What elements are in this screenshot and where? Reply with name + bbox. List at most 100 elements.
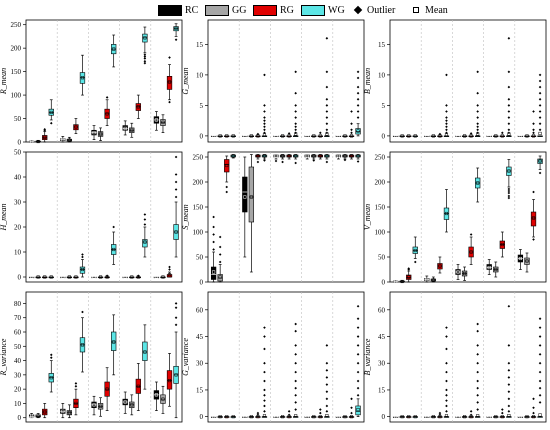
panel-6-group-1-gg-mean-marker [400,279,404,284]
panel-9-group-5-wg-outlier [538,393,542,397]
legend-item-rg: RG [253,4,294,16]
panel-2-group-5-wg-mean-marker [356,129,360,133]
panel-7-ytick-label: 80 [14,300,22,308]
panel-4-group-5-rc-mean-marker [154,275,158,279]
panel-3-group-4-gg-mean-marker [494,134,498,138]
panel-2-ytick-label: 15 [196,41,204,49]
panel-2-group-2-wg-outlier [263,128,266,132]
panel-6-ytick-label: 100 [375,229,386,237]
panel-3-group-3-wg-outlier [476,125,479,129]
panel-9-group-4-wg-outlier [507,397,511,401]
panel-4-group-3-wg-mean-marker [112,247,116,252]
panel-8-group-4-wg-outlier [325,410,329,413]
legend-swatch-rg [253,4,277,16]
panel-8-group-2-wg-outlier [263,388,266,392]
panel-1-group-2-wg-mean-marker [80,76,85,80]
legend-label-outlier: Outlier [367,4,396,16]
panel-4-group-3-wg-outlier [112,225,115,229]
panel-9-group-1-gg-mean-marker [400,415,404,419]
legend-swatch-wg [301,4,325,16]
panel-9-group-5-wg-outlier [538,344,542,347]
panel-2-group-3-wg-outlier [294,104,297,107]
panel-9-group-4-wg-outlier [507,369,511,372]
panel-6-group-4-rc-mean-marker [487,265,491,270]
panel-9-group-5-wg-outlier [538,401,542,404]
panel-5-group-1-rc-outlier [212,233,215,236]
panel-3-group-3-wg-outlier [476,70,479,74]
panel-8-group-3-wg-outlier [294,344,297,347]
panel-9-group-2-wg-outlier [445,370,448,374]
panel-2-group-2-wg-outlier [263,119,266,122]
panel-3-group-2-wg-outlier [445,119,448,122]
panel-2-group-4-rg-outlier [319,131,322,135]
panel-8-ytick-label: 45 [196,333,204,341]
panel-1-group-3-gg-mean-marker [99,132,103,136]
panel-7-group-3-rg-mean-marker [105,387,109,391]
panel-2-group-2-wg-outlier [263,104,266,107]
panel-3-ytick-label: 10 [378,71,386,79]
panel-3-group-4-wg-outlier [507,85,511,89]
panel-1-ytick-label: 100 [11,92,22,100]
panel-2-group-2-wg-outlier [263,131,266,135]
panel-5-ytick-label: 250 [193,154,204,162]
panel-5-ytick-label: 100 [193,229,204,237]
panel-2-group-1-rc-mean-marker [212,134,216,138]
panel-6-group-4-rg-mean-marker [500,242,504,247]
panel-3-group-1-rc-mean-marker [394,134,398,138]
panel-7-group-4-gg-mean-marker [130,403,134,407]
panel-4-group-4-wg-mean-marker [143,240,147,244]
panel-7-ytick-label: 50 [14,343,22,351]
panel-9-group-4-wg-outlier [507,344,511,347]
panel-7-group-1-wg-mean-marker [49,376,53,380]
panel-1-group-3-wg-mean-marker [112,47,116,51]
panel-4-frame [25,151,183,283]
panel-2-group-3-wg-outlier [294,110,297,113]
panel-1-group-4-wg-outlier [143,55,147,58]
panel-2-group-3-gg-mean-marker [281,134,285,138]
panel-9-group-5-rc-mean-marker [518,415,522,419]
panel-7-group-4-rc-mean-marker [123,400,127,404]
panel-6-group-5-rc-mean-marker [518,256,522,261]
panel-4-group-5-rg-outlier [168,265,171,269]
panel-3-ylabel: B_mean [363,68,372,94]
panel-5-group-5-gg-outlier [343,158,347,162]
panel-8-ytick-label: 60 [196,306,204,314]
panel-1-group-5-rg-mean-marker [167,80,172,84]
panel-8-group-5-gg-mean-marker [343,415,347,419]
panel-4-group-1-gg-mean-marker [36,275,40,279]
panel-2-group-4-gg-mean-marker [312,134,316,138]
panel-9-group-1-rc-mean-marker [394,415,398,419]
panel-7-group-1-rg-mean-marker [43,410,47,414]
panel-5-group-1-rc-outlier [212,215,215,219]
panel-3-group-2-wg-outlier [445,73,448,77]
panel-2-ytick-label: 0 [200,132,204,140]
panel-2-group-4-wg-outlier [325,110,329,113]
panel-3-ytick-label: 15 [378,41,386,49]
panel-5-group-1-gg-outlier [218,245,222,249]
panel-7-group-3-wg-mean-marker [112,340,116,344]
panel-3-group-5-wg-outlier [538,122,542,125]
panel-9-ylabel: B_variance [363,338,372,375]
panel-3-group-4-rg-mean-marker [500,134,504,138]
panel-5-group-3-wg-mean-marker [294,154,298,158]
panel-3-group-4-wg-outlier [507,37,511,40]
panel-2-group-4-wg-outlier [325,116,329,119]
panel-9-group-5-rg-outlier [532,397,535,401]
panel-1-ylabel: R_mean [0,68,8,95]
panel-7-group-5-rg-box [166,370,173,390]
panel-2-group-4-wg-outlier [325,104,329,107]
panel-7-group-5-wg-mean-marker [174,373,178,377]
panel-7-ytick-label: 20 [14,386,22,394]
panel-3-group-4-rc-mean-marker [487,134,491,138]
panel-8-group-5-wg-outlier [356,317,360,321]
panel-3-group-5-wg-outlier [538,98,542,101]
panel-6-group-1-rg-mean-marker [407,275,411,279]
panel-4-ytick-label: 30 [14,199,22,207]
panel-8-group-1-gg-mean-marker [218,415,222,419]
panel-4-ylabel: H_mean [0,203,8,231]
panel-3-ytick-label: 5 [382,102,386,110]
panel-8-group-4-wg-outlier [325,404,329,408]
panel-7-group-4-wg-mean-marker [143,350,147,354]
panel-3-group-5-wg-outlier [538,110,542,113]
panel-3-group-4-wg-outlier [507,70,511,74]
